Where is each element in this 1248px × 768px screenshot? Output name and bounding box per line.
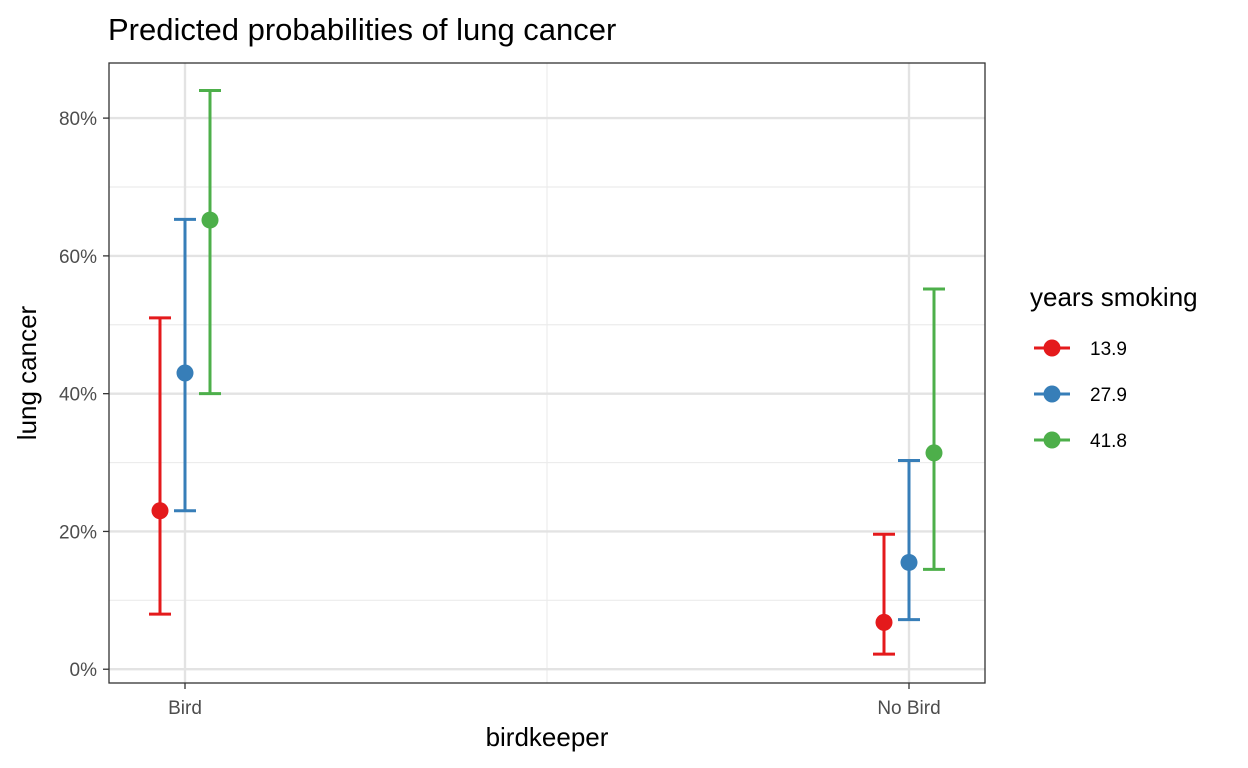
- data-point: [925, 444, 943, 462]
- x-axis: Bird No Bird: [168, 683, 941, 719]
- y-tick-label: 80%: [59, 109, 97, 130]
- data-point: [900, 553, 918, 571]
- legend-key-point: [1043, 385, 1061, 403]
- legend-key-point: [1043, 431, 1061, 449]
- chart-title: Predicted probabilities of lung cancer: [108, 12, 616, 47]
- data-point: [151, 502, 169, 520]
- x-tick-label: No Bird: [877, 698, 940, 719]
- y-tick-label: 40%: [59, 385, 97, 406]
- series-13.9: [149, 316, 895, 656]
- x-tick-label: Bird: [168, 698, 202, 719]
- data-point: [875, 613, 893, 631]
- legend-label: 27.9: [1090, 385, 1127, 406]
- y-axis: 0% 20% 40% 60% 80%: [59, 109, 109, 681]
- legend-title: years smoking: [1030, 282, 1198, 312]
- data-point: [201, 211, 219, 229]
- series-41.8: [199, 89, 945, 571]
- series-27.9: [174, 217, 920, 622]
- x-axis-title: birdkeeper: [486, 722, 609, 752]
- y-tick-label: 60%: [59, 247, 97, 268]
- plot-border: [108, 62, 986, 684]
- data-marks: [149, 89, 945, 656]
- legend-key-41.8: [1034, 431, 1070, 449]
- y-axis-title: lung cancer: [12, 305, 42, 440]
- y-tick-label: 0%: [70, 660, 98, 681]
- legend-label: 13.9: [1090, 339, 1127, 360]
- legend: years smoking 13.9 27.9 41.8: [1030, 282, 1198, 452]
- legend-label: 41.8: [1090, 431, 1127, 452]
- legend-key-27.9: [1034, 385, 1070, 403]
- legend-key-point: [1043, 339, 1061, 357]
- y-tick-label: 20%: [59, 522, 97, 543]
- legend-key-13.9: [1034, 339, 1070, 357]
- data-point: [176, 364, 194, 382]
